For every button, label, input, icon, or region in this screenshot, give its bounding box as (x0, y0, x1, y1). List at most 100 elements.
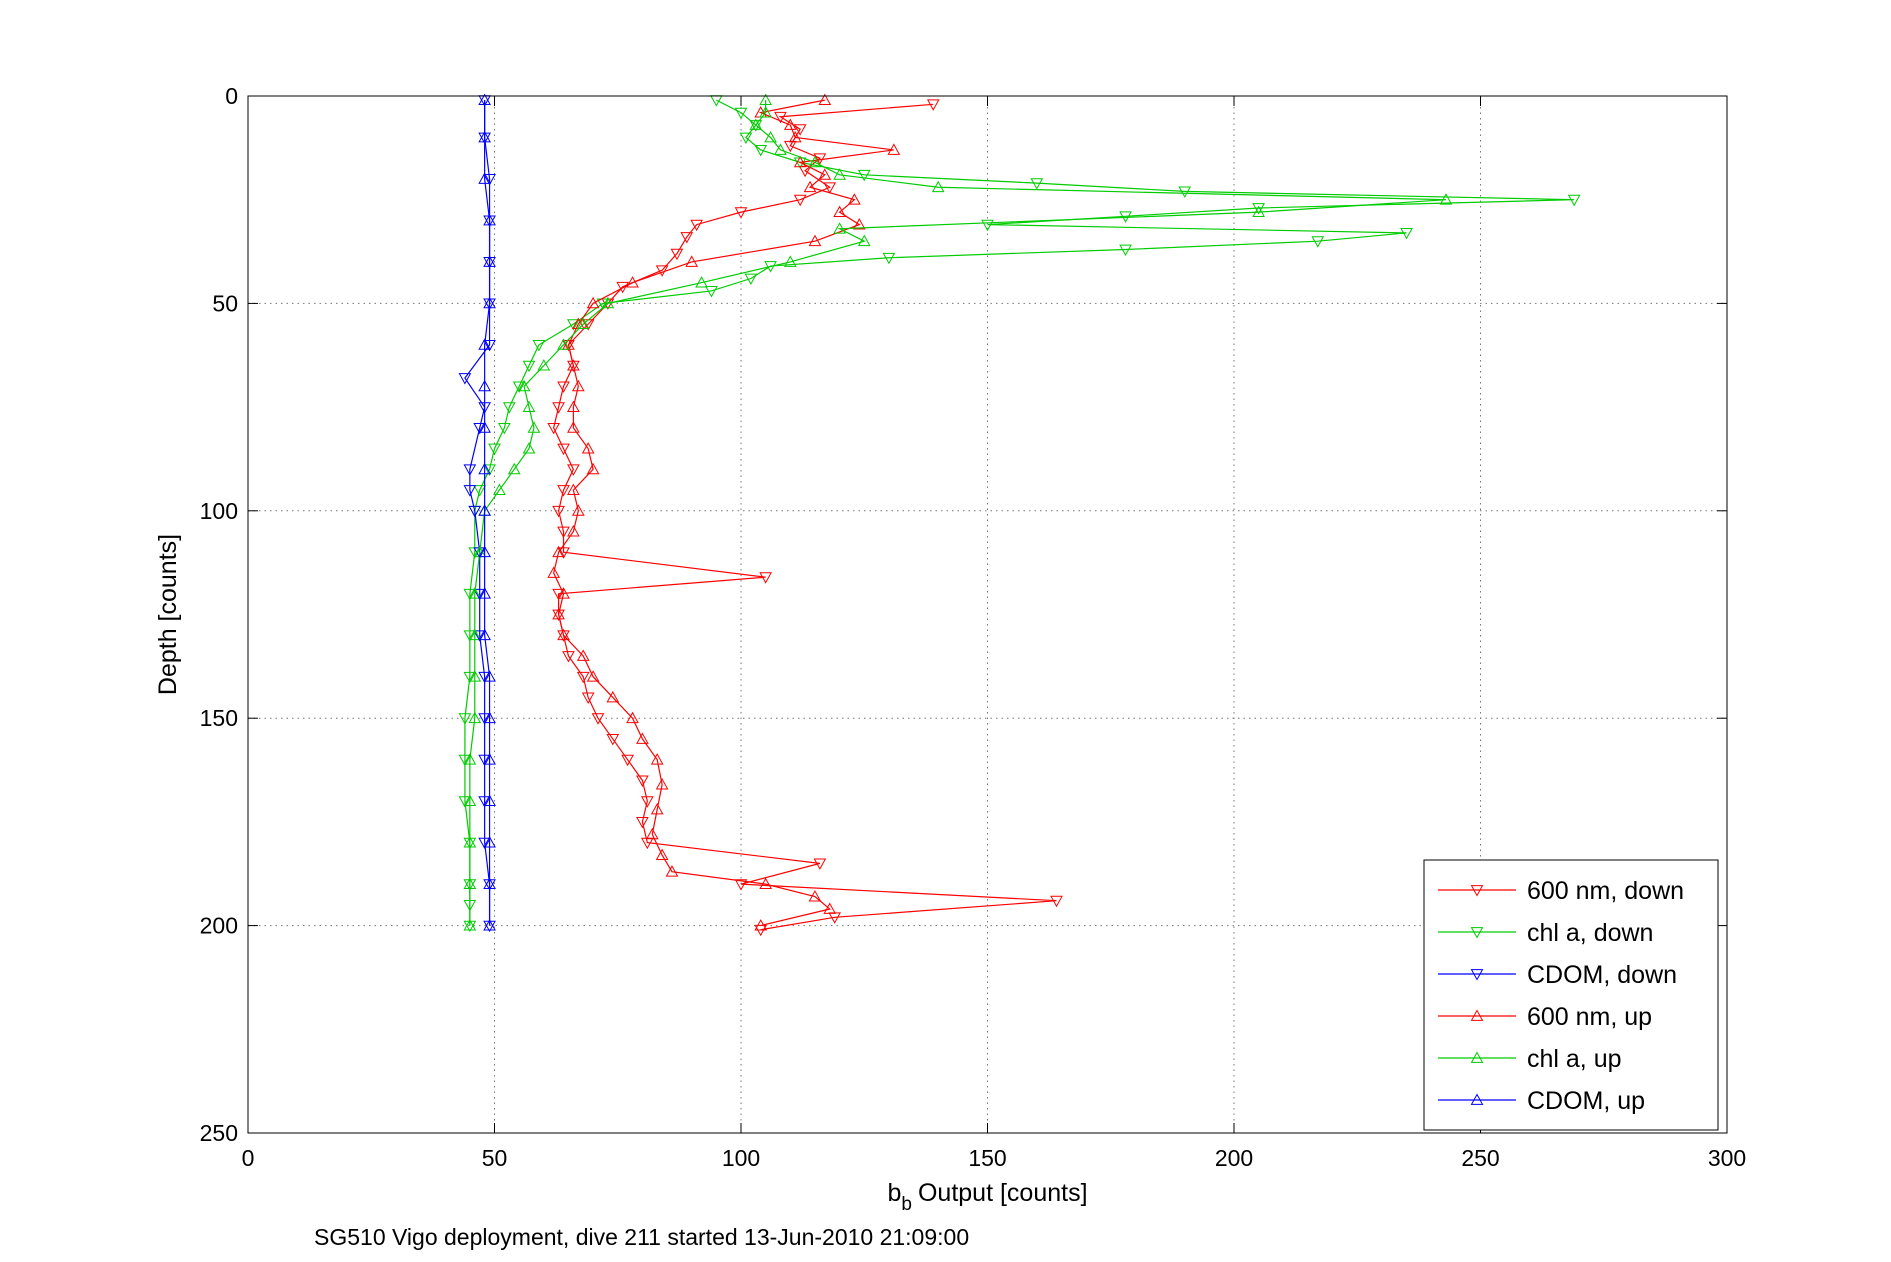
data-point (626, 276, 639, 288)
data-point (557, 443, 570, 456)
data-point (665, 865, 679, 877)
y-axis-label: Depth [counts] (154, 534, 182, 695)
data-point (1400, 227, 1413, 240)
legend-marker (1470, 1093, 1484, 1105)
y-tick-label: 250 (200, 1120, 238, 1146)
data-point (483, 296, 496, 309)
data-point (478, 671, 491, 684)
legend-item: chl a, up (1438, 1045, 1622, 1073)
data-point (754, 919, 768, 931)
data-point (606, 690, 620, 703)
data-point (1567, 194, 1581, 207)
data-point (759, 877, 772, 890)
data-point (552, 607, 565, 620)
y-tick-label: 0 (225, 83, 238, 109)
data-point (690, 219, 703, 232)
data-point (793, 157, 807, 169)
legend-item: CDOM, down (1438, 961, 1677, 989)
data-point (749, 120, 763, 132)
data-point (685, 255, 699, 267)
legend-label: chl a, down (1527, 919, 1653, 947)
y-tick-label: 200 (200, 913, 238, 939)
data-point (581, 442, 595, 454)
data-point (463, 919, 477, 931)
data-point (926, 99, 940, 111)
data-point (586, 670, 600, 682)
legend-marker (1470, 1009, 1484, 1021)
data-point (463, 464, 477, 476)
data-point (478, 796, 491, 808)
data-point (591, 713, 605, 725)
legend-marker (1470, 969, 1484, 981)
data-point (803, 180, 817, 193)
data-point (483, 213, 496, 226)
data-point (567, 464, 580, 476)
data-point (621, 754, 634, 767)
data-point (793, 124, 807, 136)
data-point (468, 587, 482, 599)
data-point (557, 526, 570, 539)
legend-label: CDOM, up (1527, 1087, 1645, 1115)
legend-marker (1470, 885, 1484, 897)
data-point (887, 143, 901, 155)
data-point (833, 168, 846, 180)
data-point (557, 485, 570, 497)
data-point (857, 234, 871, 247)
data-point (557, 547, 570, 559)
data-point (557, 381, 570, 393)
data-point (478, 379, 491, 392)
series-line (553, 99, 894, 927)
data-point (567, 319, 580, 331)
data-point (818, 93, 832, 106)
data-point (458, 796, 472, 808)
data-point (1119, 244, 1132, 257)
data-point (744, 273, 758, 286)
data-point (833, 222, 846, 234)
x-axis-label-subscript: b (901, 1194, 912, 1215)
data-point (478, 93, 491, 106)
data-point (571, 504, 585, 516)
legend-item: 600 nm, up (1438, 1003, 1652, 1031)
data-point (774, 143, 787, 155)
x-tick-label: 50 (482, 1145, 508, 1171)
data-point (478, 172, 491, 184)
data-point (552, 545, 565, 558)
y-tick-label: 100 (200, 498, 238, 524)
data-point (517, 379, 531, 392)
data-point (458, 713, 472, 725)
legend-marker (1470, 1051, 1484, 1063)
data-point (567, 359, 580, 371)
data-point (764, 130, 777, 143)
data-point (463, 630, 477, 642)
data-point (754, 145, 768, 157)
data-point (478, 587, 491, 599)
data-point (739, 132, 753, 145)
data-point (473, 588, 487, 601)
data-point (493, 483, 506, 495)
data-point (547, 422, 561, 435)
data-point (808, 234, 822, 247)
data-point (483, 670, 496, 682)
x-axis-label-symbol: b (887, 1179, 901, 1207)
data-point (468, 505, 482, 518)
data-point (567, 400, 580, 412)
data-point (512, 381, 526, 393)
series-cdom-up (478, 93, 496, 931)
data-point (478, 837, 491, 850)
data-point (478, 462, 491, 475)
data-point (478, 545, 491, 558)
data-point (463, 877, 477, 890)
data-point (616, 281, 630, 294)
legend: 600 nm, down chl a, down CDOM, down 600 nm,… (1423, 859, 1719, 1131)
data-point (567, 360, 580, 373)
x-tick-label: 250 (1461, 1145, 1499, 1171)
data-point (759, 93, 772, 106)
data-point (1178, 186, 1192, 198)
data-point (547, 566, 561, 578)
data-point (468, 628, 482, 641)
data-point (483, 919, 496, 931)
x-tick-label: 100 (722, 1145, 760, 1171)
data-point (734, 107, 748, 120)
data-point (478, 338, 491, 350)
x-tick-label: 150 (968, 1145, 1006, 1171)
